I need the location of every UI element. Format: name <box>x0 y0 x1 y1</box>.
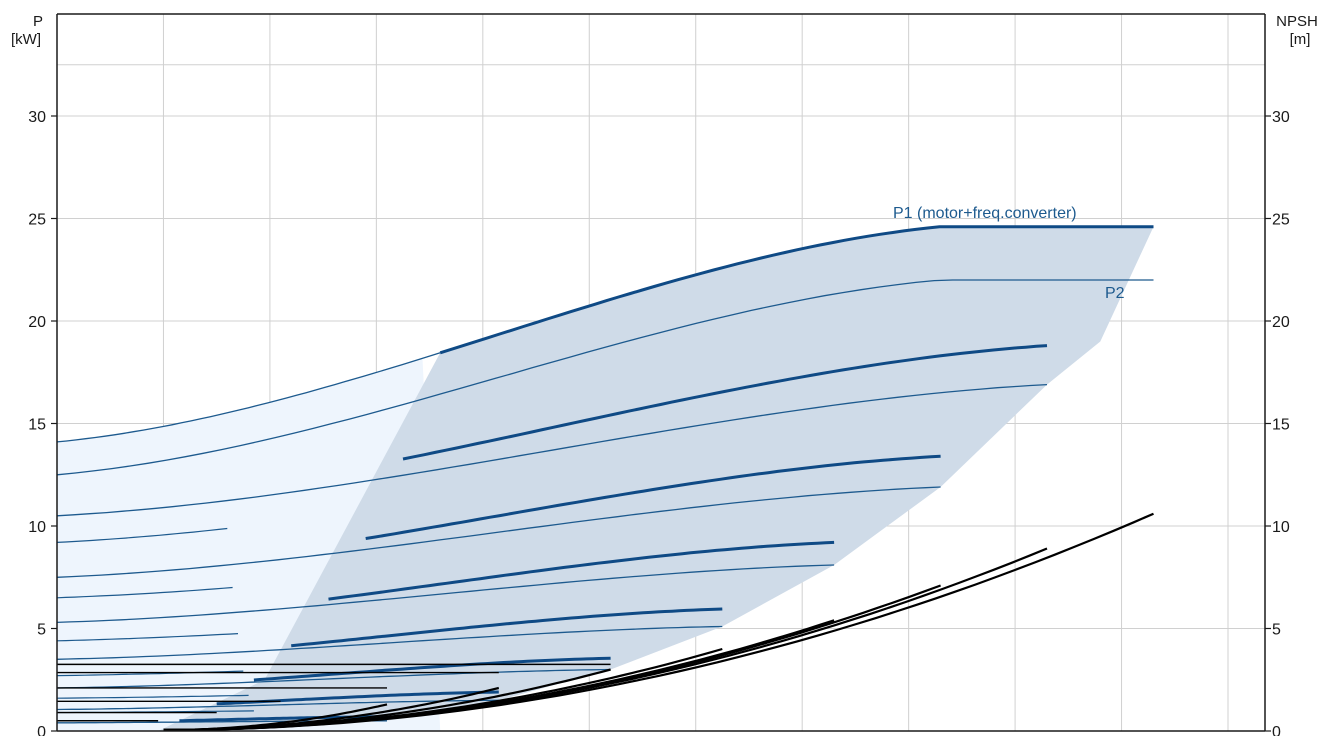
right-tick-label: 10 <box>1272 519 1290 536</box>
left-tick-label: 20 <box>28 314 46 331</box>
npsh-curve-8 <box>163 703 388 732</box>
left-tick-label: 5 <box>37 622 46 639</box>
right-tick-label: 15 <box>1272 417 1290 434</box>
p1-curve-9 <box>56 527 228 543</box>
p1-curve-4 <box>328 540 835 601</box>
right-tick-label: 0 <box>1272 724 1281 736</box>
p1-curve-5 <box>291 607 723 648</box>
right-axis-label-line2: [m] <box>1290 31 1311 48</box>
left-tick-label: 0 <box>37 724 46 736</box>
axes <box>56 13 1266 732</box>
p1-curve-13 <box>56 694 249 699</box>
left-axis-label-line1: P <box>33 13 43 30</box>
right-axis-label-line1: NPSH <box>1276 13 1318 30</box>
p1-curve-3 <box>365 454 941 540</box>
p1-curve-6 <box>253 656 611 682</box>
p1-curve-1-light <box>56 352 441 443</box>
p2-curve-label: P2 <box>1105 285 1125 302</box>
right-tick-label: 30 <box>1272 109 1290 126</box>
p1-curve-11 <box>56 633 239 642</box>
p1-curve-1 <box>439 225 1154 355</box>
curve-layer <box>56 225 1154 732</box>
left-tick-label: 15 <box>28 417 46 434</box>
left-tick-label: 10 <box>28 519 46 536</box>
p2-curve-2 <box>56 383 1048 517</box>
p2-curve-3 <box>56 486 941 578</box>
p1-curve-label: P1 (motor+freq.converter) <box>893 205 1077 222</box>
p2-curve-7 <box>56 699 499 711</box>
tick-labels: 0 5 10 15 20 25 30 0 5 10 15 20 25 30 <box>28 109 1290 736</box>
operating-region-dark <box>158 226 1154 731</box>
left-tick-label: 30 <box>28 109 46 126</box>
left-tick-label: 25 <box>28 212 46 229</box>
p1-curve-2 <box>402 344 1048 461</box>
p2-curve-5 <box>56 625 723 660</box>
p2-curve-1 <box>56 279 1154 476</box>
p2-curve-6 <box>56 668 611 689</box>
p1-curve-10 <box>56 586 233 599</box>
right-tick-label: 25 <box>1272 212 1290 229</box>
left-axis-label-line2: [kW] <box>11 31 41 48</box>
right-tick-label: 5 <box>1272 622 1281 639</box>
p2-curve-4 <box>56 564 835 624</box>
right-tick-label: 20 <box>1272 314 1290 331</box>
